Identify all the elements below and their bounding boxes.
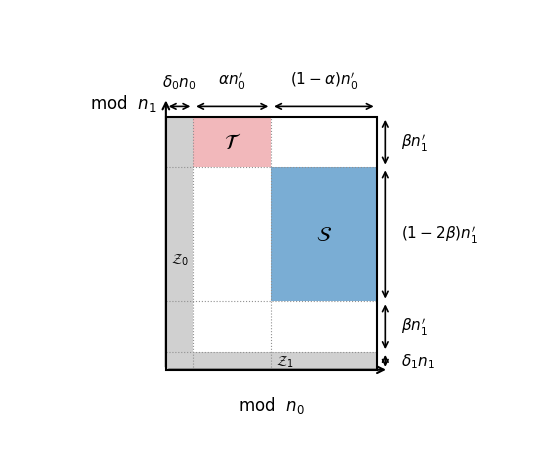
- Text: $(1-\alpha)n_0^\prime$: $(1-\alpha)n_0^\prime$: [290, 71, 358, 91]
- Text: $\mathrm{mod}\ \ n_1$: $\mathrm{mod}\ \ n_1$: [91, 93, 157, 114]
- Text: $\beta n_1^\prime$: $\beta n_1^\prime$: [401, 132, 428, 153]
- Bar: [166, 118, 193, 352]
- Text: $\mathcal{Z}_0$: $\mathcal{Z}_0$: [171, 253, 189, 268]
- Text: $\mathcal{Z}_1$: $\mathcal{Z}_1$: [276, 354, 294, 369]
- Text: $\mathcal{T}$: $\mathcal{T}$: [223, 133, 241, 153]
- Text: $(1-2\beta)n_1^\prime$: $(1-2\beta)n_1^\prime$: [401, 224, 478, 246]
- Text: $\mathrm{mod}\ \ n_0$: $\mathrm{mod}\ \ n_0$: [238, 394, 305, 415]
- Text: $\alpha n_0^\prime$: $\alpha n_0^\prime$: [218, 71, 246, 91]
- Text: $\delta_1 n_1$: $\delta_1 n_1$: [401, 352, 435, 370]
- Text: $\delta_0 n_0$: $\delta_0 n_0$: [162, 73, 197, 91]
- Text: $\beta n_1^\prime$: $\beta n_1^\prime$: [401, 317, 428, 338]
- Bar: [271, 168, 376, 302]
- Text: $\mathcal{S}$: $\mathcal{S}$: [316, 225, 332, 245]
- Bar: [166, 352, 376, 370]
- Bar: [193, 118, 271, 168]
- Bar: [166, 118, 376, 370]
